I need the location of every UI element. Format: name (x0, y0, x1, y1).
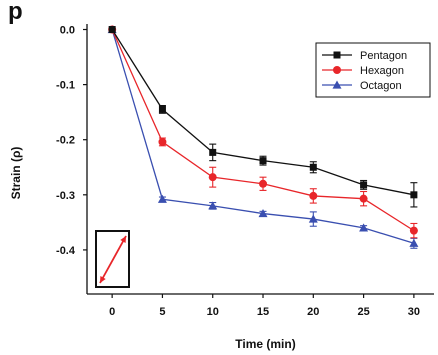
data-point (359, 223, 369, 232)
data-point (259, 179, 268, 188)
legend-item-octagon: Octagon (322, 80, 402, 92)
data-point (309, 191, 318, 200)
data-point (409, 238, 419, 247)
legend: Pentagon Hexagon Octagon (315, 42, 431, 98)
x-tick-label: 10 (207, 306, 219, 318)
data-point (409, 226, 418, 235)
legend-label: Hexagon (360, 65, 404, 77)
x-tick-label: 20 (307, 306, 319, 318)
y-tick-label: -0.3 (56, 190, 75, 202)
x-tick-label: 15 (257, 306, 269, 318)
data-point (410, 191, 418, 199)
data-point (309, 163, 317, 171)
series-pentagon (108, 26, 418, 208)
legend-marker (333, 51, 341, 59)
data-point (308, 214, 318, 223)
inset-arrow-diagram (95, 230, 130, 288)
legend-item-pentagon: Pentagon (322, 50, 407, 62)
data-point (360, 181, 368, 189)
x-tick-label: 25 (357, 306, 369, 318)
series-layer (107, 25, 419, 249)
legend-label: Pentagon (360, 50, 407, 62)
inset-arrowhead-bottom (100, 276, 106, 283)
y-tick-label: 0.0 (60, 25, 75, 37)
inset-arrow-line (99, 235, 127, 284)
inset-arrowhead-top (120, 236, 126, 243)
axes-layer: 0 5 10 15 20 25 30 0.0 -0.1 -0.2 -0.3 -0.4 (56, 24, 434, 318)
data-point (259, 157, 267, 165)
data-point (108, 26, 116, 34)
series-hexagon (108, 25, 418, 239)
legend-label: Octagon (360, 80, 402, 92)
legend-marker (332, 80, 342, 89)
data-point (208, 173, 217, 182)
panel-letter: p (8, 0, 23, 25)
x-tick-label: 30 (408, 306, 420, 318)
data-point (209, 148, 217, 156)
y-tick-label: -0.1 (56, 80, 75, 92)
legend-item-hexagon: Hexagon (322, 65, 404, 77)
inset-rectangle (95, 230, 130, 288)
y-axis-title: Strain (ρ) (9, 147, 23, 200)
y-tick-label: -0.4 (56, 245, 76, 257)
data-point (208, 201, 218, 210)
legend-marker (333, 66, 341, 74)
data-point (157, 194, 167, 203)
x-tick-label: 0 (109, 306, 115, 318)
data-point (158, 105, 166, 113)
x-tick-label: 5 (159, 306, 165, 318)
y-tick-label: -0.2 (56, 135, 75, 147)
data-point (359, 194, 368, 203)
data-point (258, 209, 268, 218)
data-point (158, 137, 167, 146)
x-axis-title: Time (min) (235, 337, 295, 351)
